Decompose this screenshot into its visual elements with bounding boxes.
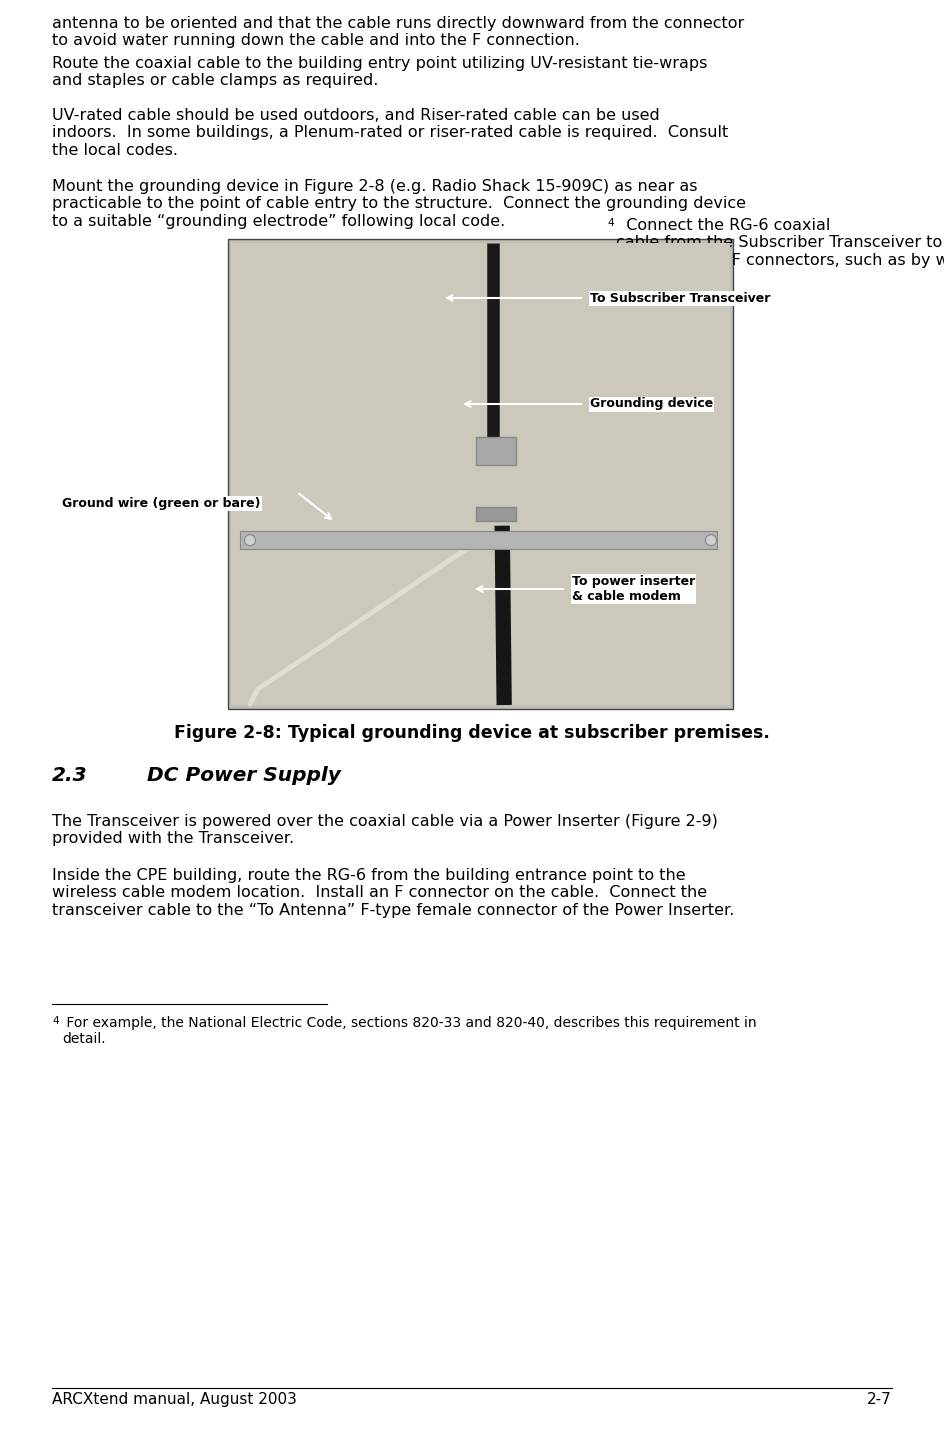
Text: For example, the National Electric Code, sections 820-33 and 820-40, describes t: For example, the National Electric Code,… [62, 1017, 757, 1047]
Bar [240, 531, 717, 549]
Text: 2-7: 2-7 [868, 1392, 892, 1407]
Text: 4: 4 [52, 1017, 59, 1025]
Text: Grounding device: Grounding device [590, 397, 714, 410]
Text: ARCXtend manual, August 2003: ARCXtend manual, August 2003 [52, 1392, 296, 1407]
Text: antenna to be oriented and that the cable runs directly downward from the connec: antenna to be oriented and that the cabl… [52, 16, 744, 49]
Text: Route the coaxial cable to the building entry point utilizing UV-resistant tie-w: Route the coaxial cable to the building … [52, 56, 707, 89]
Text: Figure 2-8: Typical grounding device at subscriber premises.: Figure 2-8: Typical grounding device at … [174, 724, 770, 741]
Text: Mount the grounding device in Figure 2-8 (e.g. Radio Shack 15-909C) as near as
p: Mount the grounding device in Figure 2-8… [52, 179, 746, 229]
Text: UV-rated cable should be used outdoors, and Riser-rated cable can be used
indoor: UV-rated cable should be used outdoors, … [52, 108, 728, 158]
Text: 2.3: 2.3 [52, 766, 88, 784]
Text: DC Power Supply: DC Power Supply [147, 766, 341, 784]
Text: 4: 4 [607, 218, 614, 228]
Text: To Subscriber Transceiver: To Subscriber Transceiver [590, 291, 770, 304]
Circle shape [244, 535, 256, 546]
Bar [231, 242, 730, 706]
Bar [476, 508, 516, 521]
Text: The Transceiver is powered over the coaxial cable via a Power Inserter (Figure 2: The Transceiver is powered over the coax… [52, 815, 717, 846]
Bar [228, 239, 733, 708]
Text: Connect the RG-6 coaxial
cable from the Subscriber Transceiver to the grounding : Connect the RG-6 coaxial cable from the … [616, 218, 944, 268]
Text: Ground wire (green or bare): Ground wire (green or bare) [62, 498, 261, 511]
Circle shape [705, 535, 716, 546]
Text: To power inserter
& cable modem: To power inserter & cable modem [572, 575, 695, 604]
Text: Inside the CPE building, route the RG-6 from the building entrance point to the
: Inside the CPE building, route the RG-6 … [52, 868, 734, 918]
Bar [476, 436, 516, 465]
